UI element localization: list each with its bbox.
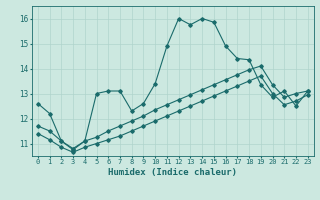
X-axis label: Humidex (Indice chaleur): Humidex (Indice chaleur) bbox=[108, 168, 237, 177]
